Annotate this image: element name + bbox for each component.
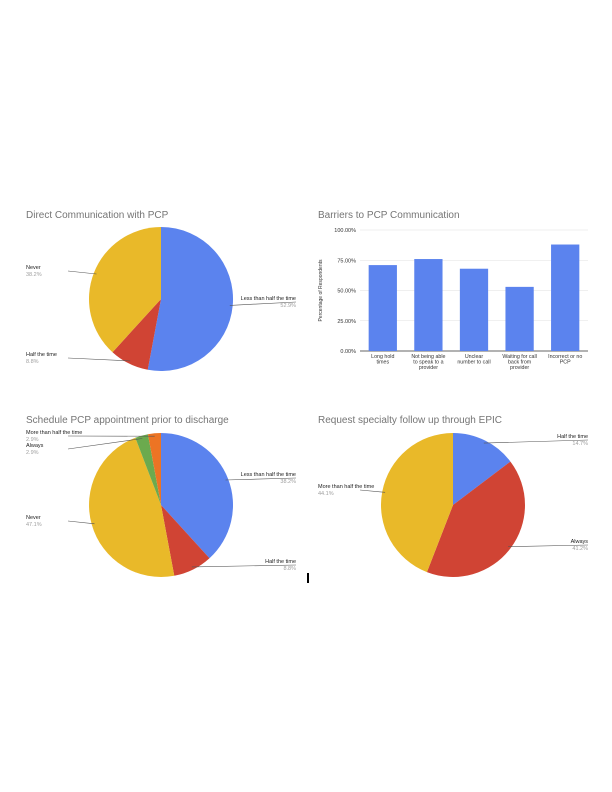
pie-slice xyxy=(112,299,161,370)
pie-slice-label: Half the time xyxy=(26,352,57,358)
bar xyxy=(505,286,534,351)
pie-slice xyxy=(426,461,525,577)
y-tick-label: 25.00% xyxy=(337,319,356,325)
pie-leader-line xyxy=(67,520,95,525)
pie-slice-label: More than half the time xyxy=(26,430,82,436)
pie-value-label: 8.8% xyxy=(283,566,296,572)
pie-value-label: 14.7% xyxy=(572,441,588,447)
x-tick-label: number to call xyxy=(457,360,490,366)
pie-slice-label: Always xyxy=(26,443,44,449)
chart-title-schedule-appointment: Schedule PCP appointment prior to discha… xyxy=(26,415,229,426)
pie-slice-label: Less than half the time xyxy=(241,296,296,302)
pie-leader-line xyxy=(67,438,143,450)
y-axis-label: Percentage of Respondents xyxy=(318,259,324,321)
x-tick-label: provider xyxy=(510,365,529,371)
pie-value-label: 41.2% xyxy=(572,546,588,552)
x-tick-label: Unclear xyxy=(465,354,483,360)
pie-slice xyxy=(453,433,511,505)
chart-title-direct-communication: Direct Communication with PCP xyxy=(26,210,169,221)
pie-slice xyxy=(147,226,234,372)
pie-slice xyxy=(161,433,234,559)
pie-slice-label: Half the time xyxy=(265,559,296,565)
x-tick-label: back from xyxy=(508,360,532,366)
y-tick-label: 50.00% xyxy=(337,289,356,295)
x-tick-label: Waiting for call xyxy=(502,354,537,360)
pie-value-label: 38.2% xyxy=(280,479,296,485)
pie-value-label: 38.2% xyxy=(26,272,42,278)
y-tick-label: 100.00% xyxy=(334,228,356,234)
pie-value-label: 2.9% xyxy=(26,450,39,456)
x-tick-label: Not being able xyxy=(411,354,445,360)
pie-leader-line xyxy=(483,439,589,444)
x-tick-label: PCP xyxy=(560,360,571,366)
y-tick-label: 0.00% xyxy=(340,349,356,355)
pie-leader-line xyxy=(359,489,386,493)
x-tick-label: times xyxy=(376,360,389,366)
bar xyxy=(551,244,580,351)
pie-slice-label: Less than half the time xyxy=(241,472,296,478)
pie-leader-line xyxy=(229,301,297,306)
pie-slice xyxy=(88,227,161,353)
pie-slice-label: Always xyxy=(571,539,589,545)
pie-leader-line xyxy=(225,477,297,481)
x-tick-label: Incorrect or no xyxy=(548,354,582,360)
y-tick-label: 75.00% xyxy=(337,258,356,264)
pie-slice-label: Never xyxy=(26,265,41,271)
x-tick-label: provider xyxy=(419,365,438,371)
chart-title-barriers: Barriers to PCP Communication xyxy=(318,210,460,221)
pie-slice xyxy=(135,434,161,505)
pie-leader-line xyxy=(67,357,131,362)
bar xyxy=(414,259,443,351)
pie-slice-label: More than half the time xyxy=(318,484,374,490)
pie-leader-line xyxy=(508,544,589,547)
pie-slice xyxy=(89,437,175,577)
pie-leader-line xyxy=(191,564,297,568)
pie-leader-line xyxy=(67,270,97,275)
pie-value-label: 47.1% xyxy=(26,522,42,528)
pie-slice-label: Half the time xyxy=(557,434,588,440)
pie-value-label: 52.9% xyxy=(280,303,296,309)
x-tick-label: to speak to a xyxy=(413,360,443,366)
bar xyxy=(459,268,489,351)
pie-slice xyxy=(381,433,453,573)
text-cursor xyxy=(307,573,309,583)
pie-value-label: 2.9% xyxy=(26,437,39,443)
pie-slice-label: Never xyxy=(26,515,41,521)
x-tick-label: Long hold xyxy=(371,354,394,360)
pie-value-label: 44.1% xyxy=(318,491,334,497)
bar xyxy=(368,265,397,351)
pie-slice xyxy=(147,432,161,505)
pie-value-label: 8.8% xyxy=(26,359,39,365)
pie-slice xyxy=(161,505,210,576)
chart-title-request-specialty: Request specialty follow up through EPIC xyxy=(318,415,502,426)
